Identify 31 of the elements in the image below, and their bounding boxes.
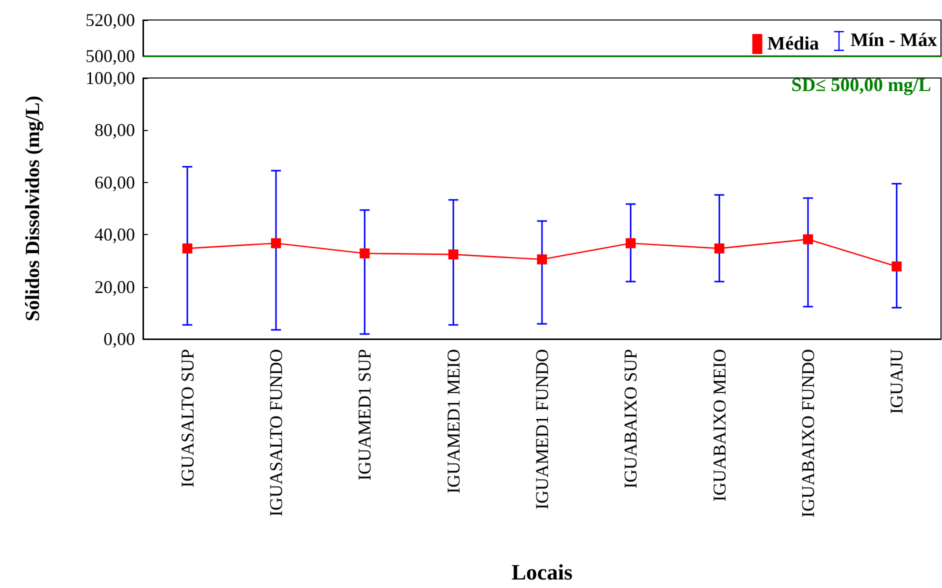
point <box>803 234 813 244</box>
y-tick-label: 40,00 <box>94 224 135 245</box>
y-tick-label: 520,00 <box>86 10 135 30</box>
point <box>182 243 192 254</box>
point <box>360 248 370 258</box>
x-tick-label: IGUAMED1 FUNDO <box>532 349 552 510</box>
point <box>448 249 458 260</box>
point <box>271 238 281 248</box>
point <box>537 254 547 264</box>
y-tick-label: 20,00 <box>94 276 135 297</box>
ref-line-label: SD≤ 500,00 mg/L <box>791 75 931 96</box>
point <box>714 243 724 254</box>
point <box>626 238 636 248</box>
y-axis-title: Sólidos Dissolvidos (mg/L) <box>22 96 44 322</box>
x-axis-title: Locais <box>511 560 573 584</box>
legend-label: Média <box>767 34 820 54</box>
y-tick-label: 500,00 <box>86 46 135 66</box>
x-tick-label: IGUABAIXO SUP <box>620 349 641 489</box>
x-tick-label: IGUAMED1 MEIO <box>443 349 464 494</box>
x-tick-label: IGUASALTO FUNDO <box>266 349 286 517</box>
x-tick-label: IGUABAIXO MEIO <box>709 349 730 502</box>
x-tick-label: IGUAMED1 SUP <box>354 349 375 481</box>
y-tick-label: 60,00 <box>94 172 135 192</box>
point <box>892 261 902 272</box>
x-tick-label: IGUAJU <box>886 349 907 414</box>
y-tick-label: 100,00 <box>86 68 135 88</box>
x-tick-label: IGUASALTO SUP <box>177 349 198 488</box>
y-tick-label: 80,00 <box>94 120 135 140</box>
x-tick-label: IGUABAIXO FUNDO <box>798 349 818 518</box>
annotation: Mín - Máx <box>850 30 937 52</box>
y-tick-label: 0,00 <box>104 329 135 349</box>
